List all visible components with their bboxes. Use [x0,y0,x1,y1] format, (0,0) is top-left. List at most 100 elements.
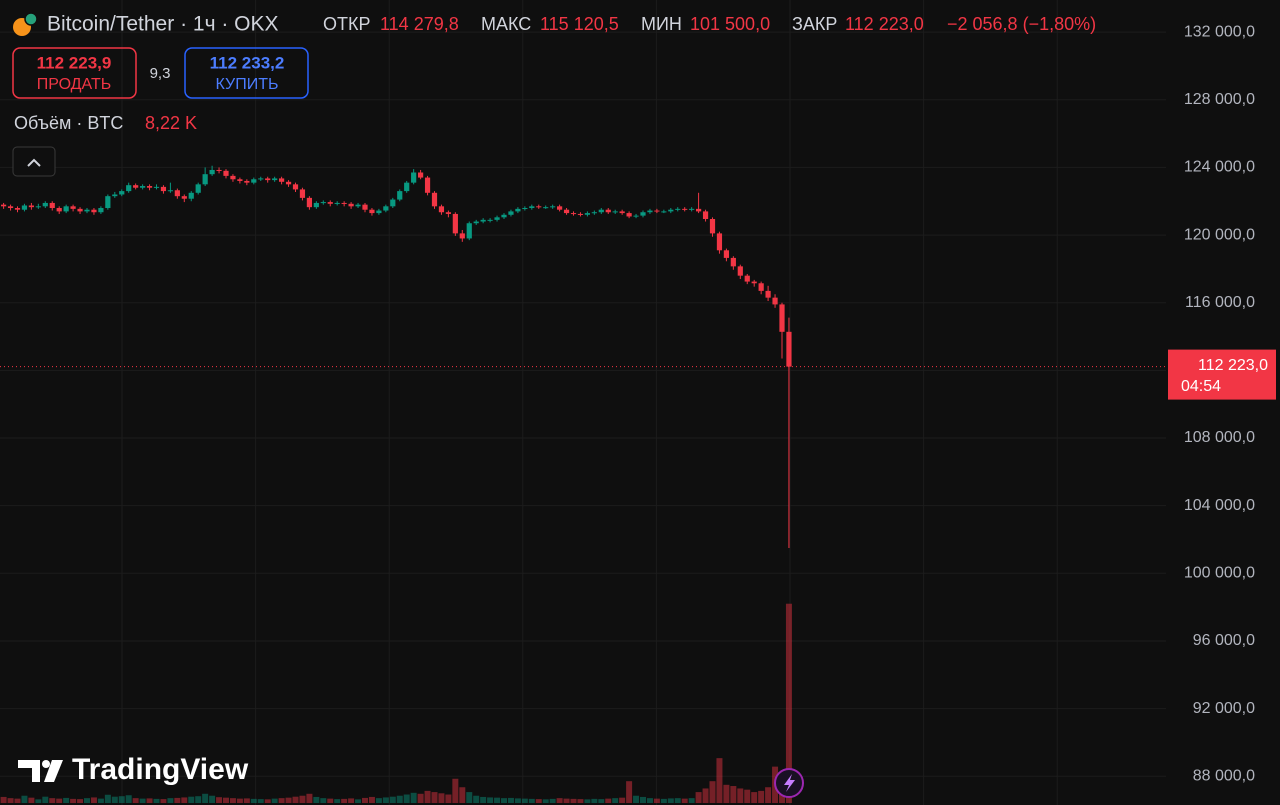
candle-body [112,194,118,197]
volume-bar [334,799,341,803]
volume-bar [0,796,7,803]
y-tick-label: 96 000,0 [1193,632,1255,649]
y-tick-label: 108 000,0 [1184,429,1255,446]
candle-body [285,181,292,185]
volume-bar [501,798,507,803]
candle-body [140,186,146,188]
volume-bar [424,790,431,803]
candle-body [758,283,764,291]
candle-body [355,204,361,207]
candle-body [487,219,493,221]
candle-body [383,206,389,211]
volume-bar [341,798,348,803]
lightning-icon[interactable] [774,768,804,798]
volume-bar [667,798,674,803]
volume-bar [285,797,292,803]
volume-bar [674,798,681,803]
candle-body [369,209,375,214]
candle-body [299,189,306,198]
candle-body [49,202,55,209]
candle-body [348,203,354,207]
ohlc-label: ЗАКР [792,14,837,34]
y-tick-label: 120 000,0 [1184,226,1255,243]
candle-body [188,192,194,199]
candle-body [63,206,69,212]
volume-bar [229,798,236,803]
volume-bar [556,798,563,803]
volume-bar [125,795,132,803]
candle-body [216,169,222,171]
candle-body [28,205,34,208]
candle-body [251,179,257,183]
candle-body [682,208,688,210]
candle-body [237,179,243,181]
volume-bar [181,797,188,803]
candle-body [480,219,486,222]
candle-body [334,202,340,204]
volume-bar [521,798,528,803]
volume-bar [56,798,63,803]
candle-body [584,213,590,215]
candle-body [445,212,451,214]
candle-body [716,233,723,251]
volume-bar [21,795,28,803]
candle-body [543,207,549,209]
grid [0,0,1166,805]
candle-body [376,210,382,214]
logo: TradingView [18,753,249,786]
last-price-label: 112 223,0 [1198,357,1268,374]
candle-body [98,208,104,213]
volume-bar [473,795,480,803]
candle-body [258,178,264,180]
candle-body [202,174,208,185]
ohlc-value: 112 223,0 [845,14,924,34]
symbol: Bitcoin/Tether · 1ч · OKX [47,13,279,36]
candle-body [390,199,396,207]
candle-body [577,213,584,215]
candle-body [633,215,639,217]
volume-bar [417,793,424,803]
volume-bar [737,788,744,803]
volume-bar [90,797,97,803]
volume-bar [7,798,14,803]
candle-body [424,177,431,193]
candle-body [557,206,563,210]
ohlc-value: 101 500,0 [690,14,770,34]
volume-bar [681,798,688,803]
candle-body [105,196,111,209]
candle-body [56,208,62,212]
sell-button[interactable]: 112 223,9 ПРОДАТЬ [12,47,137,99]
volume-bar [188,796,195,803]
volume-bar [549,798,556,803]
candles [1,165,792,548]
volume-bar [271,798,278,803]
volume-bar [584,799,591,803]
volume-bar [223,797,229,803]
volume-bar [306,793,313,803]
y-tick-label: 116 000,0 [1185,294,1255,311]
buy-label: КУПИТЬ [216,76,279,93]
volume-title: Объём · BTC [14,113,123,133]
volume-bar [243,798,250,803]
candle-body [223,170,229,176]
candle-body [119,191,125,195]
volume-bar [723,784,730,803]
y-tick-label: 132 000,0 [1184,23,1255,40]
candle-body [21,205,28,210]
candle-body [341,202,347,204]
volume-bar [97,798,104,803]
volume-bar [452,778,459,803]
candle-body [42,202,48,207]
candle-body [640,212,646,216]
volume-bar [257,799,264,803]
volume-value: 8,22 K [145,113,197,133]
candle-body [494,217,500,220]
buy-button[interactable]: 112 233,2 КУПИТЬ [184,47,309,99]
candle-body [160,186,167,192]
collapse-button[interactable] [12,146,56,177]
candle-body [709,219,716,234]
candle-body [466,223,472,239]
volume-bar [646,798,653,803]
candle-body [313,202,319,208]
